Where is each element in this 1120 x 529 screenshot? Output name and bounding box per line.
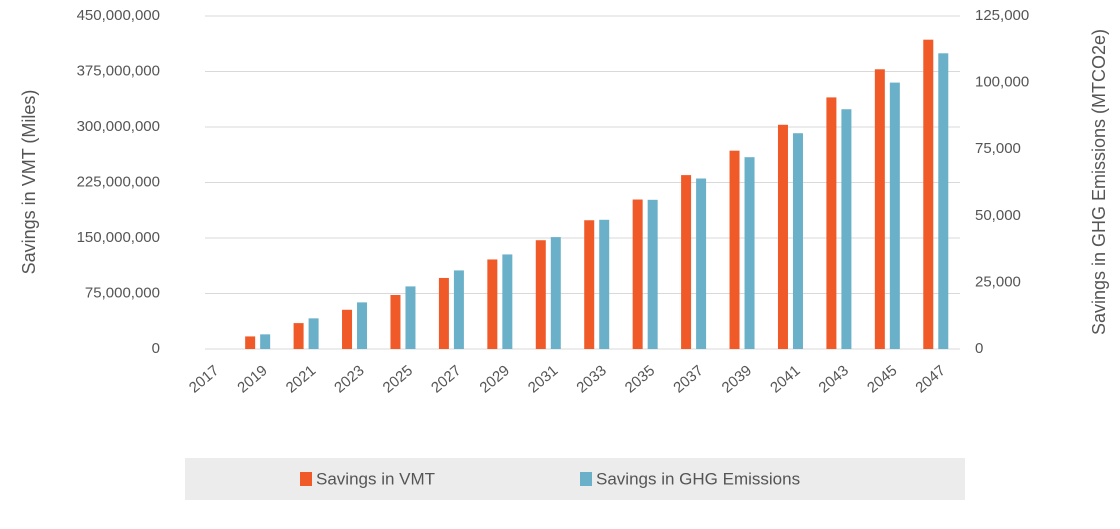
bar [681, 175, 692, 349]
y-tick-label: 300,000,000 [77, 118, 160, 135]
bar [535, 240, 546, 349]
legend-label: Savings in VMT [316, 469, 435, 488]
y-tick-label: 450,000,000 [77, 7, 160, 24]
x-tick-label: 2043 [816, 362, 852, 396]
x-tick-label: 2031 [525, 362, 561, 396]
bar [502, 254, 513, 349]
legend-label: Savings in GHG Emissions [596, 469, 800, 488]
y-tick-label: 150,000,000 [77, 229, 160, 246]
x-tick-label: 2027 [428, 362, 464, 396]
bar [584, 220, 595, 349]
bar [647, 199, 658, 349]
y-tick-label: 75,000,000 [85, 284, 160, 301]
legend-box [185, 458, 965, 500]
y-tick-label: 225,000,000 [77, 173, 160, 190]
x-tick-label: 2039 [719, 362, 755, 396]
x-tick-label: 2029 [476, 362, 512, 396]
legend-swatch [300, 472, 312, 486]
y2-tick-label: 100,000 [975, 74, 1029, 91]
bar [245, 336, 256, 349]
bar [599, 219, 610, 349]
bar [889, 82, 900, 349]
legend-swatch [580, 472, 592, 486]
bar [308, 318, 319, 349]
y2-tick-label: 0 [975, 340, 983, 357]
y-axis-title: Savings in VMT (Miles) [19, 90, 39, 275]
bar [923, 39, 934, 350]
bar [696, 178, 707, 349]
y2-tick-label: 50,000 [975, 207, 1021, 224]
bar [438, 277, 449, 349]
x-tick-label: 2019 [234, 362, 270, 396]
bar [550, 237, 561, 349]
bar [405, 286, 416, 349]
bar [938, 53, 949, 350]
bar [453, 270, 464, 349]
x-tick-label: 2023 [331, 362, 367, 396]
x-tick-label: 2021 [283, 362, 319, 396]
x-tick-label: 2045 [864, 362, 900, 396]
x-tick-label: 2017 [186, 362, 222, 396]
bar [729, 150, 740, 349]
y-tick-label: 375,000,000 [77, 62, 160, 79]
bar [841, 109, 852, 350]
x-tick-label: 2037 [670, 362, 706, 396]
x-tick-label: 2035 [622, 362, 658, 396]
bar [342, 309, 353, 349]
y2-axis-title: Savings in GHG Emissions (MTCO2e) [1089, 29, 1109, 335]
x-tick-label: 2025 [380, 362, 416, 396]
x-tick-label: 2033 [573, 362, 609, 396]
y2-tick-label: 25,000 [975, 273, 1021, 290]
bar [826, 97, 837, 350]
bar [744, 157, 755, 349]
y-tick-label: 0 [152, 340, 160, 357]
y2-tick-label: 125,000 [975, 7, 1029, 24]
bar [874, 69, 885, 349]
bar [293, 323, 304, 349]
x-tick-label: 2047 [912, 362, 948, 396]
x-tick-label: 2041 [767, 362, 803, 396]
bar [487, 259, 498, 349]
bar [390, 294, 401, 349]
bar [260, 334, 271, 349]
bar [777, 124, 788, 349]
bar [792, 133, 803, 349]
bar [357, 302, 368, 349]
y2-tick-label: 75,000 [975, 140, 1021, 157]
bar [632, 199, 643, 349]
